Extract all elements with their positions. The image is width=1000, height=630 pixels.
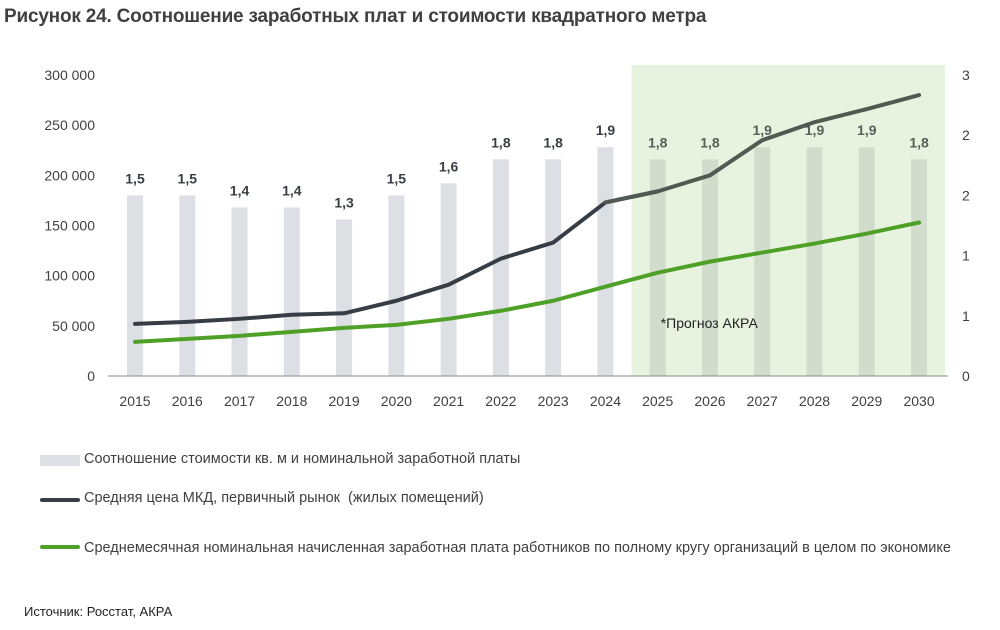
x-axis-tick: 2015 (119, 393, 150, 409)
bar (179, 195, 196, 376)
bar (545, 159, 562, 376)
x-axis-tick: 2018 (276, 393, 307, 409)
bar (388, 195, 405, 376)
bar-data-label: 1,8 (648, 134, 668, 150)
x-axis-tick: 2028 (799, 393, 830, 409)
x-axis-tick: 2019 (329, 393, 360, 409)
bar (440, 183, 457, 376)
x-axis-tick: 2025 (642, 393, 673, 409)
bar (231, 207, 248, 376)
right-axis-tick: 2 (962, 187, 970, 203)
x-axis-tick: 2023 (538, 393, 569, 409)
bar-data-label: 1,8 (700, 134, 720, 150)
bar-data-label: 1,8 (543, 134, 563, 150)
x-axis-tick: 2017 (224, 393, 255, 409)
bar-data-label: 1,5 (125, 170, 145, 186)
bar-data-label: 1,4 (282, 182, 302, 198)
left-axis-tick: 0 (87, 368, 95, 384)
bar-data-label: 1,8 (909, 134, 929, 150)
x-axis-tick: 2030 (903, 393, 934, 409)
right-axis-tick: 0 (962, 368, 970, 384)
bar-data-label: 1,5 (387, 170, 407, 186)
bar (597, 147, 614, 376)
right-axis-tick: 3 (962, 67, 970, 83)
bar-data-label: 1,8 (491, 134, 511, 150)
legend-swatch-line (40, 545, 80, 549)
forecast-label: *Прогноз АКРА (661, 315, 759, 331)
bar-data-label: 1,9 (857, 122, 877, 138)
left-axis-tick: 100 000 (44, 268, 95, 284)
right-axis-tick: 2 (962, 127, 970, 143)
left-axis-tick: 150 000 (44, 218, 95, 234)
x-axis-tick: 2024 (590, 393, 621, 409)
left-axis-tick: 250 000 (44, 117, 95, 133)
legend-label: Средняя цена МКД, первичный рынок (жилых… (84, 490, 484, 506)
bar-data-label: 1,4 (230, 182, 250, 198)
bar (754, 147, 771, 376)
bar-data-label: 1,9 (596, 122, 616, 138)
left-axis-tick: 300 000 (44, 67, 95, 83)
bar-data-label: 1,3 (334, 194, 354, 210)
bar (127, 195, 143, 376)
bar-data-label: 1,9 (753, 122, 773, 138)
bar (283, 207, 300, 376)
bar (336, 219, 353, 376)
x-axis-tick: 2022 (485, 393, 516, 409)
chart: 1,5 1,5 1,4 1,4 1,3 1,5 1,6 1,8 1,8 1,9 1,8 1,8 1,9 1… (44, 65, 970, 409)
right-axis-tick: 1 (962, 248, 970, 264)
right-axis-tick: 1 (962, 308, 970, 324)
x-axis-tick: 2021 (433, 393, 464, 409)
bar-data-label: 1,5 (178, 170, 198, 186)
line-series-price-forecast (603, 93, 922, 205)
legend-label: Соотношение стоимости кв. м и номинально… (84, 451, 521, 467)
left-axis-tick: 200 000 (44, 167, 95, 183)
x-axis-tick: 2029 (851, 393, 882, 409)
legend-swatch-bar (40, 455, 80, 466)
legend-item-salary: Среднемесячная номинальная начисленная з… (40, 537, 970, 559)
bar (806, 147, 823, 376)
bar-data-label: 1,9 (805, 122, 825, 138)
bar (911, 159, 928, 376)
legend-item-price: Средняя цена МКД, первичный рынок (жилых… (40, 490, 484, 506)
bar (701, 159, 718, 376)
x-axis-tick: 2026 (694, 393, 725, 409)
forecast-region (631, 65, 946, 376)
bar-data-label: 1,6 (439, 158, 459, 174)
bar (492, 159, 509, 376)
legend-swatch-line (40, 498, 80, 502)
line-series-salary (133, 220, 922, 344)
x-axis-tick: 2016 (172, 393, 203, 409)
x-axis-tick: 2020 (381, 393, 412, 409)
chart-title: Рисунок 24. Соотношение заработных плат … (4, 6, 707, 27)
line-series-price (133, 189, 660, 326)
legend-item-ratio: Соотношение стоимости кв. м и номинально… (40, 451, 520, 467)
legend-label: Среднемесячная номинальная начисленная з… (84, 540, 951, 556)
source-note: Источник: Росстат, АКРА (24, 604, 173, 619)
bar (858, 147, 875, 376)
left-axis-tick: 50 000 (52, 318, 95, 334)
bar (649, 159, 666, 376)
x-axis-tick: 2027 (747, 393, 778, 409)
